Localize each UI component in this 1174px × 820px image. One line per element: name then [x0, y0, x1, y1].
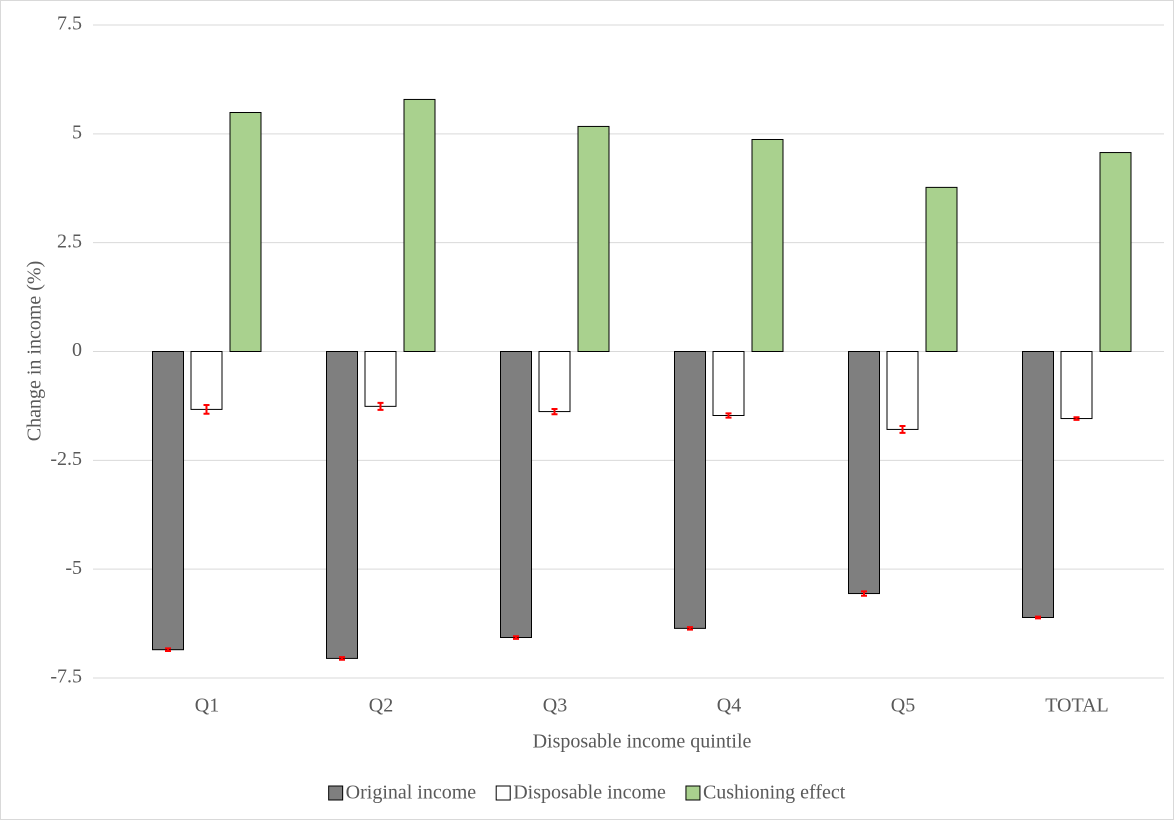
bar: [229, 112, 262, 352]
error-bar: [899, 424, 906, 434]
x-tick-label: TOTAL: [1045, 695, 1109, 717]
bar: [190, 351, 223, 410]
x-axis-title: Disposable income quintile: [533, 731, 752, 753]
bar: [751, 138, 784, 352]
bar: [152, 351, 184, 651]
error-bar: [1035, 615, 1041, 620]
y-axis-title: Change in income (%): [24, 261, 46, 442]
bar: [364, 351, 397, 407]
y-tick-label: 0: [72, 339, 82, 361]
error-bar: [513, 635, 519, 640]
y-tick-label: 2.5: [57, 230, 82, 252]
bar: [500, 351, 532, 639]
bar: [1022, 351, 1054, 618]
y-tick-label: -2.5: [50, 448, 82, 470]
bar: [1099, 152, 1132, 352]
error-bar: [203, 404, 210, 415]
legend-label: Original income: [346, 782, 477, 804]
bar: [326, 351, 358, 659]
legend-swatch: [495, 785, 511, 801]
legend-label: Cushioning effect: [703, 782, 846, 804]
error-bar: [687, 626, 693, 631]
y-tick-label: -5: [65, 557, 82, 579]
x-tick-label: Q3: [543, 695, 567, 717]
bar: [925, 186, 958, 352]
bar: [403, 98, 436, 352]
error-bar: [339, 656, 345, 661]
bar: [886, 351, 919, 430]
x-tick-label: Q4: [717, 695, 741, 717]
error-bar: [551, 407, 558, 416]
error-bar: [377, 401, 384, 411]
error-bar: [861, 590, 867, 597]
y-tick-label: 7.5: [57, 13, 82, 35]
error-bar: [1073, 416, 1080, 421]
error-bar: [725, 412, 732, 419]
x-tick-label: Q2: [369, 695, 393, 717]
y-tick-label: -7.5: [50, 666, 82, 688]
legend-label: Disposable income: [513, 782, 666, 804]
bar: [577, 125, 610, 352]
y-tick-label: 5: [72, 121, 82, 143]
legend-swatch: [328, 785, 344, 801]
legend-swatch: [685, 785, 701, 801]
bar: [848, 351, 880, 595]
bar: [674, 351, 706, 629]
bar: [538, 351, 571, 413]
x-tick-label: Q1: [195, 695, 219, 717]
error-bar: [165, 647, 171, 653]
x-tick-label: Q5: [891, 695, 915, 717]
bar: [712, 351, 745, 416]
bar: [1060, 351, 1093, 420]
